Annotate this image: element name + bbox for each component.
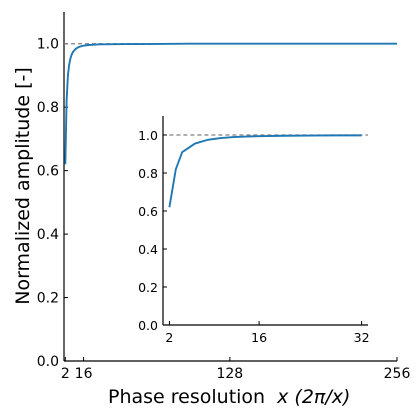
main-y-tick-label: 0.8 — [37, 100, 59, 116]
inset-x-tick-label: 2 — [165, 330, 173, 345]
inset-y-tick-label: 1.0 — [138, 128, 158, 143]
main-y-tick-label: 0.2 — [37, 291, 59, 307]
main-y-tick-label: 0.0 — [37, 354, 59, 370]
inset-y-tick-label: 0.0 — [138, 318, 158, 333]
inset-y-tick-label: 0.6 — [138, 204, 158, 219]
main-x-ticks: 2 16 128 256 — [61, 357, 411, 382]
main-axes: 0.0 0.2 0.4 0.6 0.8 1.0 2 16 128 256 — [37, 12, 411, 382]
main-y-tick-label: 0.6 — [37, 164, 59, 180]
inset-y-tick-label: 0.8 — [138, 166, 158, 181]
inset-series-line — [168, 134, 362, 208]
main-x-tick-label: 128 — [216, 366, 243, 382]
x-axis-label-text: Phase resolution — [108, 386, 265, 408]
main-x-tick-label: 256 — [384, 366, 411, 382]
main-y-ticks: 0.0 0.2 0.4 0.6 0.8 1.0 — [37, 37, 68, 370]
main-y-tick-label: 1.0 — [37, 37, 59, 53]
y-axis-label: Normalized amplitude [-] — [12, 67, 34, 305]
x-axis-label: Phase resolution x (2π/x) — [108, 386, 350, 408]
main-series-line — [64, 42, 397, 165]
main-x-tick-label: 16 — [75, 366, 93, 382]
x-axis-label-math: x (2π/x) — [276, 386, 350, 408]
inset-y-tick-label: 0.2 — [138, 280, 158, 295]
inset-x-tick-label: 32 — [354, 330, 370, 345]
main-y-tick-label: 0.4 — [37, 227, 59, 243]
inset-x-ticks: 2 16 32 — [165, 321, 370, 345]
inset-x-tick-label: 16 — [251, 330, 267, 345]
inset-axes: 0.0 0.2 0.4 0.6 0.8 1.0 2 16 32 — [138, 116, 370, 345]
main-x-tick-label: 2 — [61, 366, 70, 382]
inset-y-tick-label: 0.4 — [138, 242, 158, 257]
inset-y-ticks: 0.0 0.2 0.4 0.6 0.8 1.0 — [138, 128, 167, 333]
